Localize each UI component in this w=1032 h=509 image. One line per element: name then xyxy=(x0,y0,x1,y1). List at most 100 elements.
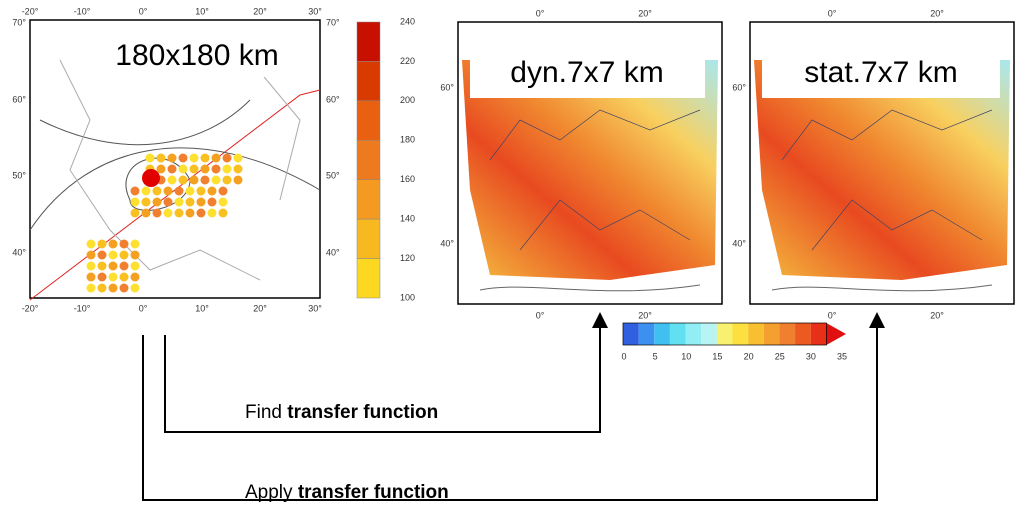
colorbar-label: 120 xyxy=(400,253,415,263)
station-dot xyxy=(109,273,118,282)
colorbar-label: 220 xyxy=(400,56,415,66)
color-segment xyxy=(748,323,764,345)
colorbar-label: 25 xyxy=(775,351,785,361)
axis-label: 60° xyxy=(326,94,340,104)
station-dot xyxy=(87,284,96,293)
station-dot xyxy=(157,154,166,163)
station-dot xyxy=(208,187,217,196)
station-dot xyxy=(186,198,195,207)
color-segment xyxy=(717,323,733,345)
dyn-map: dyn.7x7 km xyxy=(458,22,722,304)
color-segment xyxy=(357,180,380,219)
station-dot xyxy=(87,251,96,260)
axis-label: 0° xyxy=(139,6,148,16)
station-dot xyxy=(109,262,118,271)
axis-label: 70° xyxy=(326,17,340,27)
color-segment xyxy=(764,323,780,345)
color-segment xyxy=(686,323,702,345)
arrow-verb: Apply xyxy=(245,482,293,503)
station-dot xyxy=(164,198,173,207)
map-label: dyn.7x7 km xyxy=(510,56,663,89)
axis-label: 10° xyxy=(195,6,209,16)
axis-label: 60° xyxy=(440,82,454,92)
station-dot xyxy=(201,154,210,163)
station-dot xyxy=(219,198,228,207)
station-dot xyxy=(219,209,228,218)
colorbar-label: 240 xyxy=(400,16,415,26)
station-dot xyxy=(131,273,140,282)
color-segment xyxy=(623,323,639,345)
axis-label: 0° xyxy=(828,310,837,320)
station-dot xyxy=(164,187,173,196)
axis-label: 40° xyxy=(12,247,26,257)
station-dot xyxy=(131,262,140,271)
axis-label: 0° xyxy=(536,8,545,18)
station-dot xyxy=(179,165,188,174)
axis-label: -20° xyxy=(22,6,39,16)
color-segment xyxy=(357,219,380,258)
station-dot xyxy=(190,176,199,185)
map-label: stat.7x7 km xyxy=(804,56,957,89)
station-dot xyxy=(179,154,188,163)
station-dot xyxy=(186,209,195,218)
arrow-bold: transfer function xyxy=(298,482,449,503)
diagram: 180x180 km 240220200180160140120100 dyn.… xyxy=(0,0,1032,509)
left-map: 180x180 km xyxy=(30,20,320,300)
station-dot xyxy=(131,284,140,293)
station-dot xyxy=(175,198,184,207)
station-dot xyxy=(234,176,243,185)
station-dot xyxy=(201,165,210,174)
axis-label: -10° xyxy=(74,6,91,16)
axis-label: 20° xyxy=(930,310,944,320)
station-dot xyxy=(201,176,210,185)
color-segment xyxy=(701,323,717,345)
axis-label: 50° xyxy=(12,170,26,180)
station-dot xyxy=(131,240,140,249)
station-dot xyxy=(131,198,140,207)
station-dot xyxy=(120,284,129,293)
station-dot xyxy=(234,154,243,163)
station-dot xyxy=(98,251,107,260)
station-dot xyxy=(87,262,96,271)
axis-label: 70° xyxy=(12,17,26,27)
arrow-label: Apply transfer function xyxy=(245,482,449,503)
color-segment xyxy=(795,323,811,345)
axis-label: 20° xyxy=(638,8,652,18)
station-dot xyxy=(179,176,188,185)
station-dot xyxy=(212,165,221,174)
colorbar-label: 35 xyxy=(837,351,847,361)
color-segment xyxy=(826,323,846,345)
station-dot xyxy=(223,176,232,185)
axis-label: -10° xyxy=(74,303,91,313)
axis-label: 50° xyxy=(326,170,340,180)
arrow-verb: Find xyxy=(245,402,282,423)
color-segment xyxy=(811,323,827,345)
color-segment xyxy=(733,323,749,345)
color-segment xyxy=(357,22,380,61)
station-dot xyxy=(109,251,118,260)
station-dot xyxy=(212,154,221,163)
axis-label: -20° xyxy=(22,303,39,313)
station-dot xyxy=(197,198,206,207)
color-segment xyxy=(670,323,686,345)
axis-label: 60° xyxy=(12,94,26,104)
station-dot xyxy=(142,209,151,218)
axis-label: 30° xyxy=(308,303,322,313)
colorbar-label: 20 xyxy=(744,351,754,361)
colorbar-label: 140 xyxy=(400,214,415,224)
colorbar-label: 30 xyxy=(806,351,816,361)
station-dot xyxy=(212,176,221,185)
station-dot xyxy=(168,165,177,174)
station-dot xyxy=(223,165,232,174)
station-dot xyxy=(197,187,206,196)
station-dot xyxy=(168,176,177,185)
axis-label: 60° xyxy=(732,82,746,92)
station-dot xyxy=(98,240,107,249)
station-dot xyxy=(157,165,166,174)
colorbar-label: 200 xyxy=(400,95,415,105)
arrow-bold: transfer function xyxy=(287,402,438,423)
color-segment xyxy=(357,140,380,179)
station-dot xyxy=(234,165,243,174)
